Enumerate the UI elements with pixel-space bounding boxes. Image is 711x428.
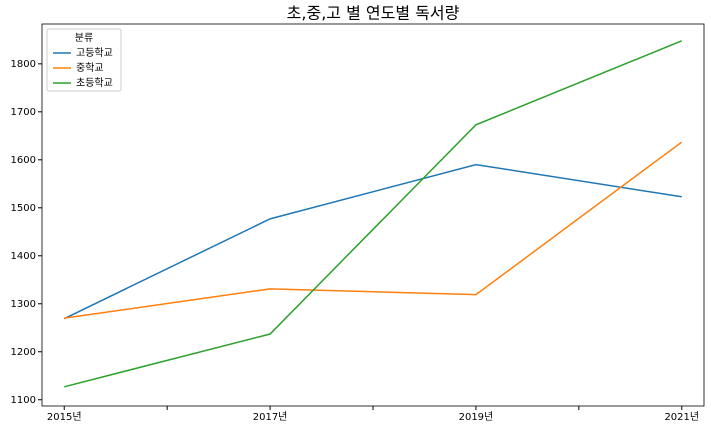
chart-title: 초,중,고 별 연도별 독서량 — [287, 4, 460, 23]
line-series — [64, 141, 683, 319]
y-tick-label: 1400 — [11, 251, 36, 262]
y-tick-label: 1700 — [11, 107, 36, 118]
plot-frame — [41, 23, 705, 407]
x-tick-label: 2017년 — [253, 411, 288, 423]
legend-title: 분류 — [75, 32, 93, 44]
legend-label: 초등학교 — [76, 77, 113, 89]
legend-box — [46, 28, 122, 92]
legend-label: 고등학교 — [76, 47, 113, 59]
line-series — [64, 40, 683, 388]
y-tick-label: 1500 — [11, 203, 36, 214]
line-series — [63, 163, 682, 320]
y-tick-label: 1600 — [11, 155, 36, 166]
x-tick-label: 2019년 — [459, 411, 494, 423]
y-tick-label: 1300 — [11, 299, 36, 310]
legend-label: 중학교 — [76, 62, 104, 74]
y-tick-label: 1200 — [11, 347, 36, 358]
x-tick-label: 2021년 — [664, 411, 699, 423]
x-tick-label: 2015년 — [47, 411, 82, 423]
y-tick-label: 1800 — [11, 59, 36, 70]
y-tick-label: 1100 — [11, 395, 36, 406]
